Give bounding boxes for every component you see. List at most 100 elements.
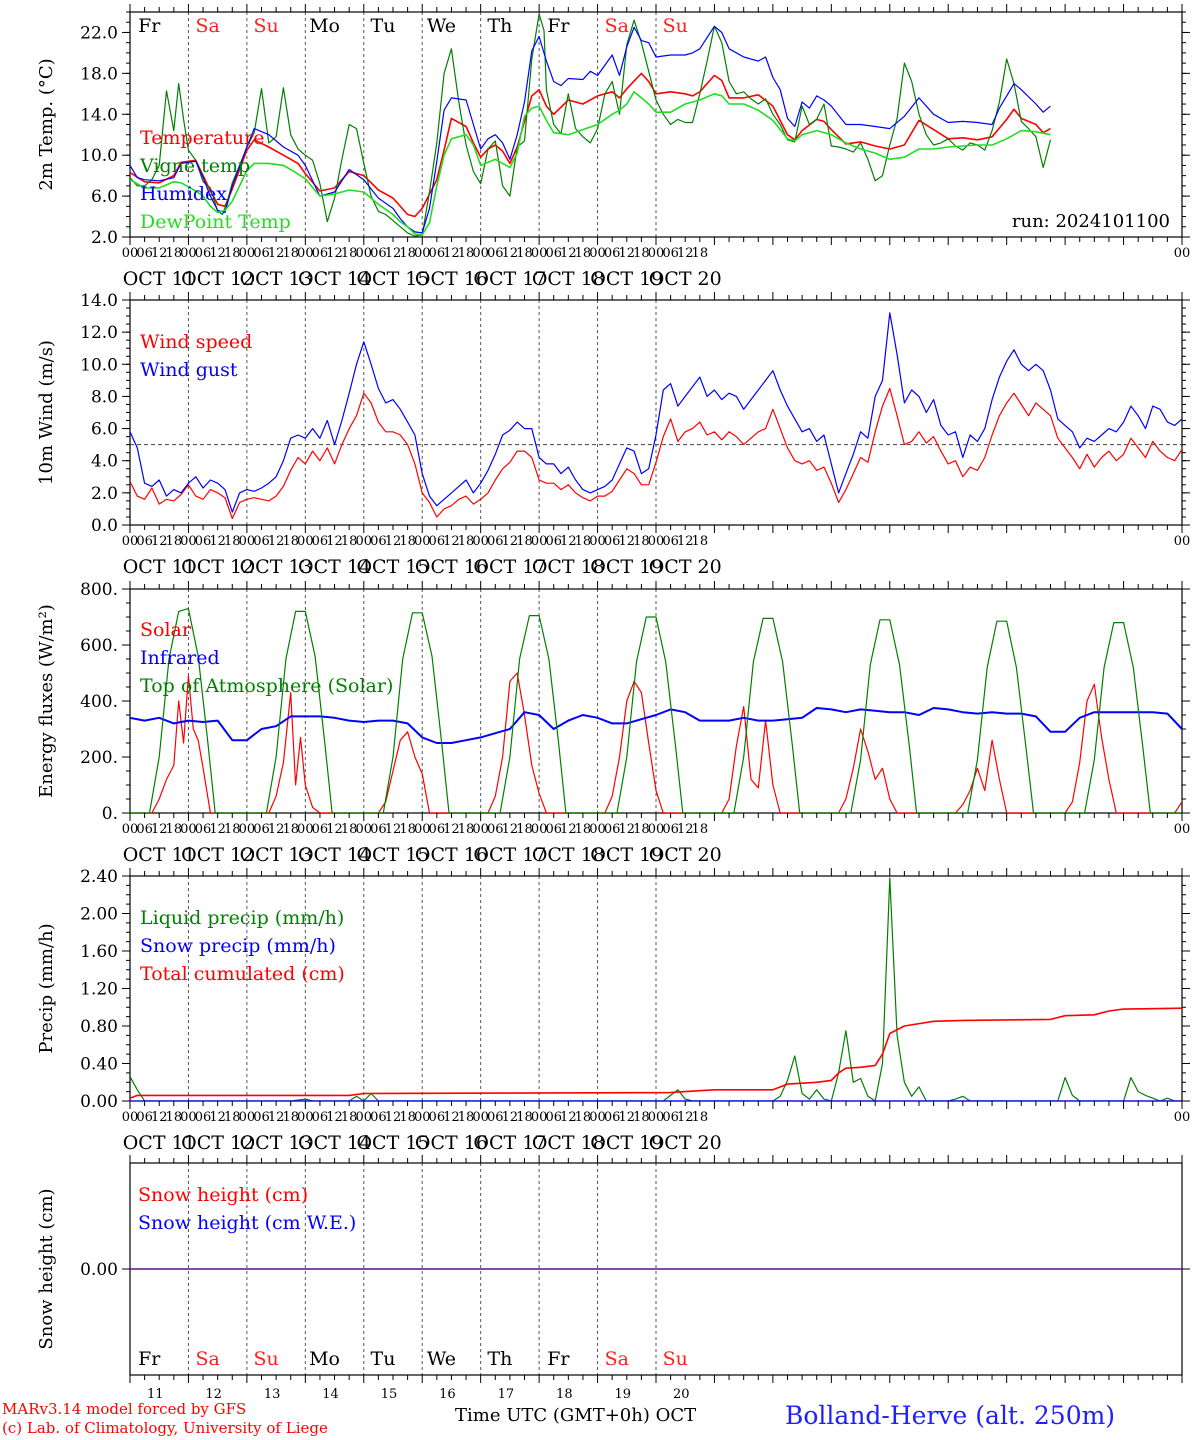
hour-tick-label: 18 [166, 534, 183, 549]
hour-tick-label: 18 [692, 1110, 709, 1125]
hour-tick-label: 12 [443, 822, 460, 837]
panel-2: 0.0 2.0 4.0 6.0 8.0 10.0 12.0 14.0 10m Wind (m/s… [36, 291, 1190, 578]
hour-tick-label: 12 [326, 1110, 343, 1125]
weekday-label: Su [253, 1348, 278, 1370]
hour-tick-label: 06 [545, 246, 562, 261]
hour-tick-label: 12 [268, 534, 285, 549]
date-label: OCT 16 [415, 1132, 488, 1154]
hour-tick-label: 06 [253, 1110, 270, 1125]
panel-4: 0.00 0.40 0.80 1.20 1.60 2.00 2.40 Precip (mm/h… [36, 867, 1190, 1154]
date-label: OCT 11 [123, 844, 196, 866]
date-label: OCT 20 [649, 268, 722, 290]
hour-tick-label: 06 [195, 534, 212, 549]
y-tick-label: 14.0 [80, 291, 118, 311]
hour-tick-label: 18 [341, 534, 358, 549]
date-label: OCT 16 [415, 844, 488, 866]
hour-tick-label: 00 [414, 246, 431, 261]
y-axis-label: Precip (mm/h) [36, 923, 57, 1053]
date-label: OCT 18 [532, 268, 605, 290]
legend-entry: Top of Atmosphere (Solar) [140, 675, 393, 697]
hour-tick-label: 18 [341, 822, 358, 837]
hour-tick-label: 12 [151, 1110, 168, 1125]
series-group [130, 312, 1182, 520]
hour-tick-label: 06 [195, 1110, 212, 1125]
hour-tick-label: 18 [341, 1110, 358, 1125]
series-line-vigne-temp [130, 13, 1052, 237]
date-label: OCT 19 [590, 844, 663, 866]
hour-tick-label: 00 [1174, 534, 1191, 549]
legend-entry: Total cumulated (cm) [140, 963, 345, 985]
hour-tick-label: 06 [662, 822, 679, 837]
legend-entry: Snow height (cm) [138, 1184, 308, 1206]
weekday-label: Tu [371, 1348, 396, 1370]
series-line-wind-speed [130, 387, 1182, 520]
hour-tick-label: 12 [268, 822, 285, 837]
hour-tick-label: 12 [385, 534, 402, 549]
weekday-label: Th [487, 1348, 512, 1370]
weekday-label: Mo [309, 1348, 340, 1370]
hour-tick-label: 06 [370, 822, 387, 837]
date-label: OCT 11 [123, 556, 196, 578]
y-tick-label: 0.00 [80, 1260, 118, 1280]
hour-tick-label: 18 [166, 822, 183, 837]
y-tick-label: 22.0 [80, 23, 118, 43]
hour-tick-label: 06 [312, 1110, 329, 1125]
hour-tick-label: 18 [575, 534, 592, 549]
hour-tick-label: 12 [560, 822, 577, 837]
hour-tick-label: 06 [253, 822, 270, 837]
hour-tick-label: 00 [589, 1110, 606, 1125]
hour-tick-label: 00 [297, 534, 314, 549]
date-label: OCT 20 [649, 556, 722, 578]
date-label: OCT 15 [356, 1132, 429, 1154]
hour-tick-label: 12 [209, 822, 226, 837]
series-line-liquid-precip-mm-h- [130, 877, 1182, 1101]
y-tick-label: 18.0 [80, 64, 118, 84]
date-label: OCT 18 [532, 1132, 605, 1154]
hour-tick-label: 18 [282, 534, 299, 549]
hour-tick-label: 12 [677, 246, 694, 261]
hour-tick-label: 06 [429, 1110, 446, 1125]
hour-tick-label: 00 [122, 534, 139, 549]
hour-tick-label: 06 [136, 534, 153, 549]
hour-tick-label: 00 [180, 1110, 197, 1125]
hour-tick-label: 06 [253, 246, 270, 261]
date-label: OCT 20 [649, 844, 722, 866]
time-axis-label: Time UTC (GMT+0h) OCT [455, 1405, 697, 1426]
panel-3: 0. 200. 400. 600. 800. Energy fluxes (W/m²) 00… [36, 580, 1190, 866]
hour-tick-label: 06 [662, 246, 679, 261]
date-label: OCT 19 [590, 268, 663, 290]
day-number-label: 16 [439, 1387, 456, 1402]
date-label: OCT 20 [649, 1132, 722, 1154]
hour-tick-label: 06 [312, 822, 329, 837]
date-label: OCT 15 [356, 556, 429, 578]
legend-entry: Wind speed [140, 331, 252, 353]
date-label: OCT 14 [298, 844, 371, 866]
hour-tick-label: 12 [209, 246, 226, 261]
date-label: OCT 14 [298, 1132, 371, 1154]
y-axis-label: 2m Temp. (°C) [36, 58, 57, 190]
legend-entry: Snow height (cm W.E.) [138, 1212, 356, 1234]
series-line-solar [130, 672, 1182, 813]
weekday-label: Fr [547, 1348, 570, 1370]
hour-tick-label: 06 [487, 822, 504, 837]
weekday-label: Fr [547, 15, 570, 37]
hour-tick-label: 12 [151, 822, 168, 837]
hour-tick-label: 12 [619, 822, 636, 837]
date-label: OCT 15 [356, 268, 429, 290]
y-tick-label: 0.00 [80, 1092, 118, 1112]
hour-tick-label: 00 [239, 822, 256, 837]
hour-tick-label: 18 [516, 822, 533, 837]
day-number-label: 19 [615, 1387, 632, 1402]
y-tick-label: 6.0 [91, 187, 118, 207]
hour-tick-label: 18 [399, 1110, 416, 1125]
hour-tick-label: 12 [560, 246, 577, 261]
hour-tick-label: 00 [648, 534, 665, 549]
series-line-infrared [130, 707, 1182, 744]
hour-tick-label: 06 [487, 1110, 504, 1125]
location-label: Bolland-Herve (alt. 250m) [785, 1401, 1116, 1430]
y-tick-label: 0. [102, 804, 118, 824]
hour-tick-label: 06 [487, 246, 504, 261]
hour-tick-label: 06 [195, 822, 212, 837]
day-number-label: 20 [673, 1387, 690, 1402]
hour-tick-label: 18 [166, 1110, 183, 1125]
